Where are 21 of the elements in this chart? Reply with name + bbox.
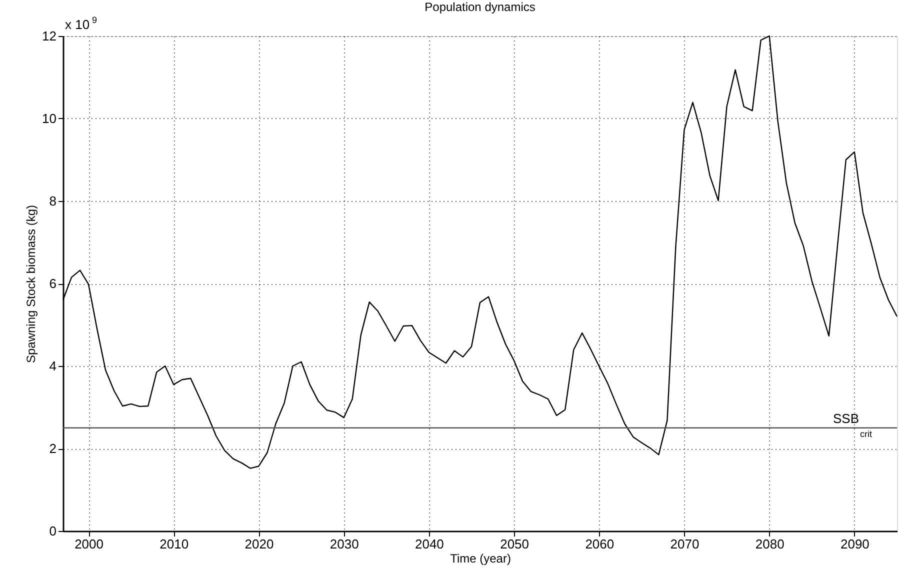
x-tick-label: 2070 [670,536,700,552]
x-tick-label: 2060 [585,536,614,552]
x-tick-label: 2000 [74,536,104,552]
x-tick-label: 2030 [330,536,359,552]
ref-line-label: SSBcrit [832,410,872,439]
y-tick-label: 6 [49,276,56,291]
y-tick-label: 10 [42,111,56,126]
x-tick-label: 2040 [414,536,444,552]
y-tick-label: 2 [49,441,56,456]
y-tick-label: 4 [49,358,56,374]
y-tick-label: 12 [42,28,56,44]
y-axis-title: Spawning Stock biomass (kg) [24,204,38,364]
chart-title: Population dynamics [424,0,536,14]
x-tick-label: 2010 [160,536,189,552]
x-tick-label: 2080 [755,536,784,552]
y-tick-label: 0 [49,524,56,538]
x-tick-label: 2090 [840,536,870,552]
x-tick-label: 2050 [500,536,529,552]
x-axis-title: Time (year) [450,552,511,566]
x-tick-label: 2020 [244,536,274,552]
y-tick-label: 8 [49,194,56,208]
